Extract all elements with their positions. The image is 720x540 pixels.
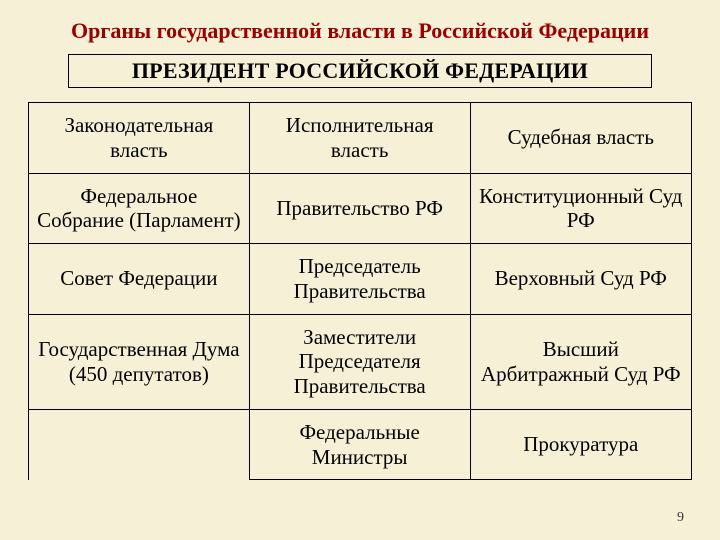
table-row: Законодательная власть Исполнительная вл…: [29, 103, 692, 174]
subtitle-text: ПРЕЗИДЕНТ РОССИЙСКОЙ ФЕДЕРАЦИИ: [132, 58, 588, 83]
table-row: Федеральные Министры Прокуратура: [29, 409, 692, 480]
page-title: Органы государственной власти в Российск…: [28, 18, 692, 44]
cell-r3c0: Государственная Дума (450 депутатов): [29, 314, 250, 409]
cell-r2c2: Верховный Суд РФ: [470, 244, 691, 315]
cell-r0c2: Судебная власть: [470, 103, 691, 174]
table-row: Государственная Дума (450 депутатов) Зам…: [29, 314, 692, 409]
cell-r1c0: Федеральное Собрание (Парламент): [29, 173, 250, 244]
cell-r0c0: Законодательная власть: [29, 103, 250, 174]
page-number: 9: [677, 510, 684, 526]
slide-page: Органы государственной власти в Российск…: [0, 0, 720, 540]
cell-r4c2: Прокуратура: [470, 409, 691, 480]
table-row: Совет Федерации Председатель Правительст…: [29, 244, 692, 315]
cell-r3c2: Высший Арбитражный Суд РФ: [470, 314, 691, 409]
cell-r2c1: Председатель Правительства: [249, 244, 470, 315]
cell-r1c2: Конституционный Суд РФ: [470, 173, 691, 244]
table-row: Федеральное Собрание (Парламент) Правите…: [29, 173, 692, 244]
power-table: Законодательная власть Исполнительная вл…: [28, 102, 692, 480]
cell-r2c0: Совет Федерации: [29, 244, 250, 315]
subtitle-box: ПРЕЗИДЕНТ РОССИЙСКОЙ ФЕДЕРАЦИИ: [68, 54, 652, 88]
cell-r0c1: Исполнительная власть: [249, 103, 470, 174]
cell-r4c0-empty: [29, 409, 250, 480]
cell-r1c1: Правительство РФ: [249, 173, 470, 244]
cell-r4c1: Федеральные Министры: [249, 409, 470, 480]
cell-r3c1: Заместители Председателя Правительства: [249, 314, 470, 409]
